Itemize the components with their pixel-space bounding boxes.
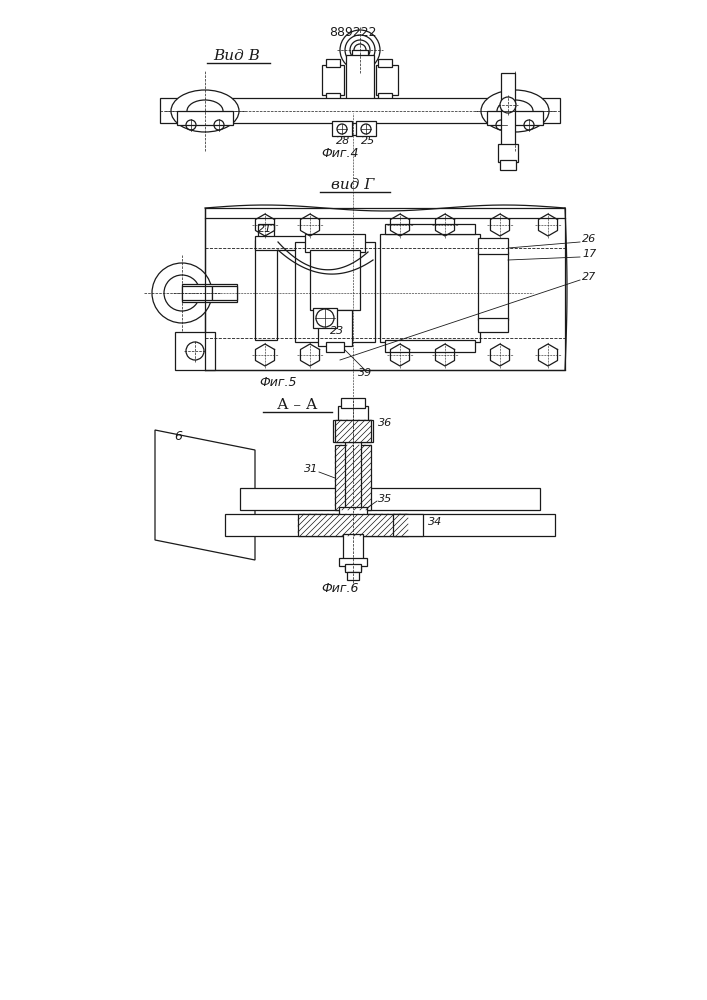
Bar: [332, 121, 352, 136]
Bar: [478, 252, 508, 320]
Bar: [341, 398, 365, 408]
Text: 27: 27: [582, 272, 596, 282]
Bar: [225, 514, 555, 536]
Ellipse shape: [187, 100, 223, 122]
Bar: [345, 564, 361, 572]
Bar: [326, 59, 340, 67]
Bar: [182, 286, 212, 300]
Text: 31: 31: [304, 464, 318, 474]
Bar: [322, 65, 344, 95]
Bar: [318, 310, 352, 346]
Bar: [385, 340, 475, 352]
Bar: [347, 572, 359, 580]
Text: А – А: А – А: [277, 398, 317, 412]
Text: 39: 39: [358, 368, 372, 378]
Bar: [478, 318, 508, 332]
Bar: [478, 238, 508, 254]
Bar: [160, 98, 560, 123]
Text: 25: 25: [361, 136, 375, 146]
Bar: [500, 160, 516, 170]
Bar: [298, 514, 408, 536]
Bar: [335, 445, 371, 510]
Text: 23: 23: [330, 326, 344, 336]
Circle shape: [500, 97, 516, 113]
Text: 21: 21: [258, 224, 272, 234]
Bar: [255, 236, 315, 250]
Circle shape: [152, 263, 212, 323]
Bar: [498, 144, 518, 162]
Bar: [346, 55, 374, 110]
Ellipse shape: [481, 90, 549, 132]
Bar: [385, 224, 475, 234]
Text: 34: 34: [428, 517, 443, 527]
Bar: [240, 488, 540, 510]
Text: 26: 26: [582, 234, 596, 244]
Text: 889222: 889222: [329, 25, 377, 38]
Text: 35: 35: [378, 494, 392, 504]
Bar: [393, 514, 423, 536]
Text: 28: 28: [336, 136, 350, 146]
Text: Фиг.4: Фиг.4: [321, 147, 358, 160]
Bar: [305, 234, 365, 252]
Bar: [345, 420, 361, 570]
Bar: [295, 242, 375, 342]
Circle shape: [316, 309, 334, 327]
Bar: [177, 111, 233, 125]
Bar: [258, 224, 274, 244]
Bar: [326, 93, 340, 103]
Circle shape: [164, 275, 200, 311]
Bar: [255, 240, 277, 340]
Bar: [356, 121, 376, 136]
Bar: [380, 234, 480, 342]
Bar: [378, 93, 392, 103]
Bar: [487, 111, 543, 125]
Text: Фиг.5: Фиг.5: [259, 376, 297, 389]
Bar: [338, 406, 368, 420]
Bar: [378, 59, 392, 67]
Text: Вид В: Вид В: [214, 49, 260, 63]
Bar: [335, 420, 371, 442]
Text: 17: 17: [582, 249, 596, 259]
Bar: [182, 284, 237, 302]
Bar: [212, 286, 237, 300]
Bar: [376, 65, 398, 95]
Bar: [326, 342, 344, 352]
Bar: [310, 250, 360, 310]
Bar: [501, 73, 515, 145]
Bar: [343, 534, 363, 560]
Bar: [205, 208, 565, 370]
Bar: [175, 332, 215, 370]
Bar: [339, 558, 367, 566]
Text: вид Г: вид Г: [332, 178, 375, 192]
Text: Фиг.6: Фиг.6: [321, 582, 358, 595]
Ellipse shape: [497, 100, 533, 122]
Text: 6: 6: [174, 430, 182, 443]
Bar: [333, 420, 373, 442]
Bar: [352, 50, 368, 135]
Bar: [313, 308, 337, 328]
Circle shape: [186, 342, 204, 360]
Text: 36: 36: [378, 418, 392, 428]
Ellipse shape: [171, 90, 239, 132]
Bar: [339, 507, 367, 515]
